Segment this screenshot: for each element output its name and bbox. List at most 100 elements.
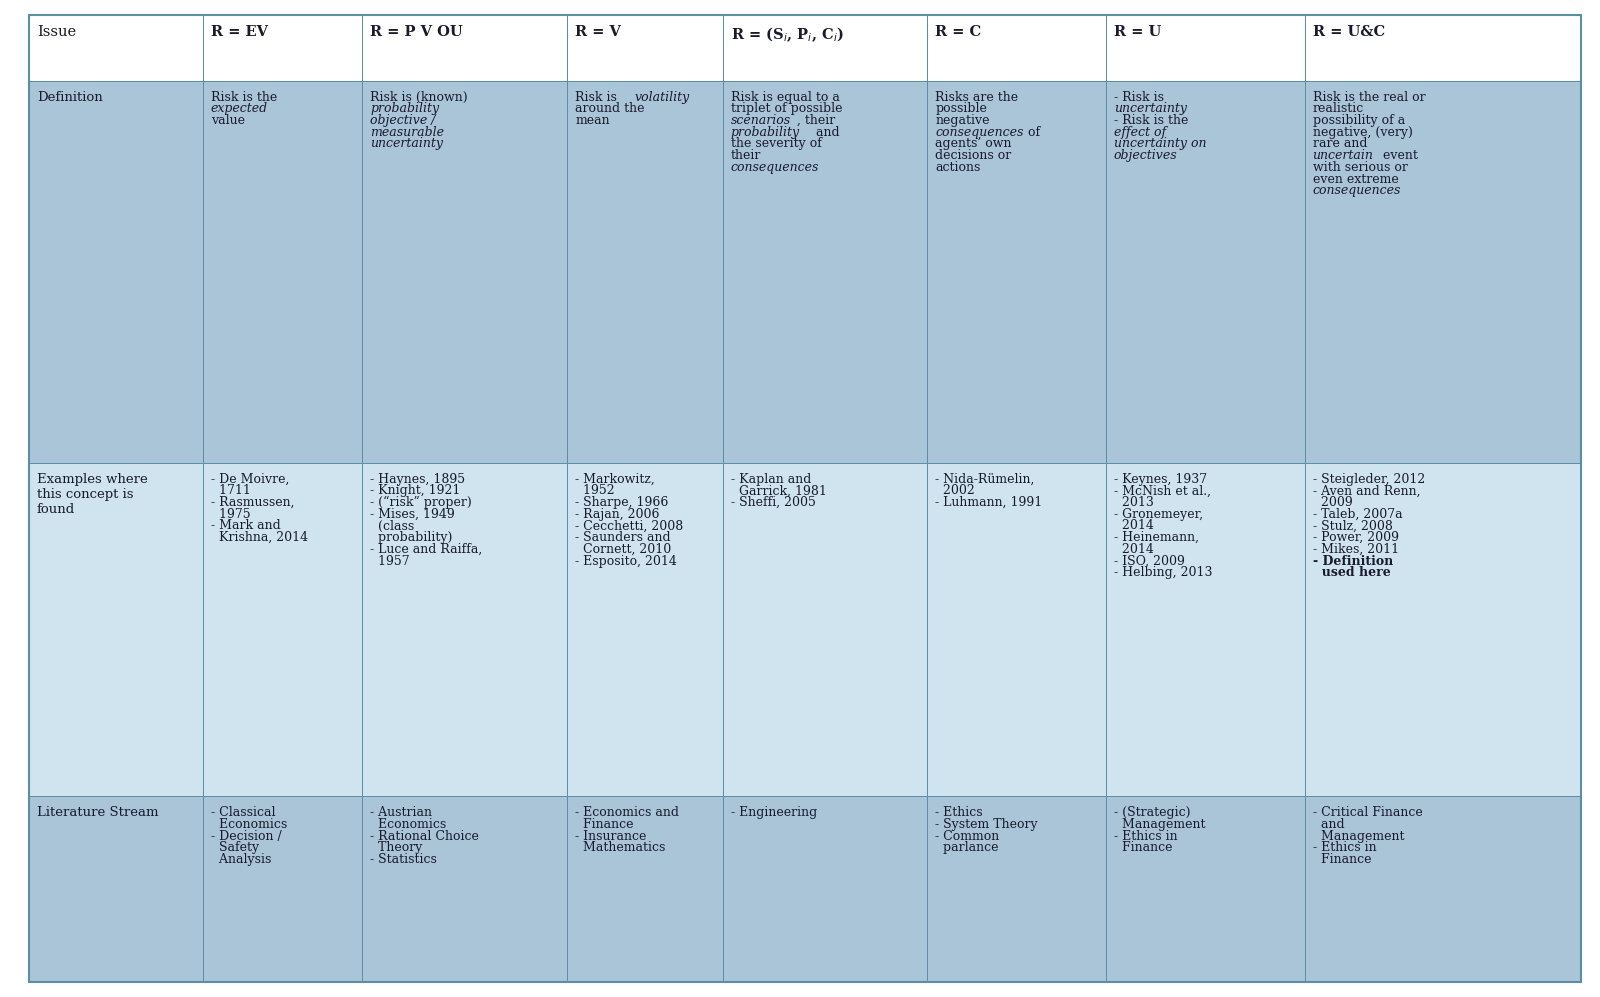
Text: their: their bbox=[731, 150, 762, 163]
Bar bbox=[928, 15, 1106, 81]
Bar bbox=[723, 15, 928, 81]
Bar bbox=[1106, 463, 1304, 797]
Text: Risk is equal to a: Risk is equal to a bbox=[731, 91, 840, 104]
Text: Economics: Economics bbox=[211, 818, 286, 831]
Text: (class: (class bbox=[371, 519, 414, 532]
Text: - Economics and: - Economics and bbox=[576, 807, 680, 820]
Text: - Keynes, 1937: - Keynes, 1937 bbox=[1114, 473, 1206, 486]
Text: Risk is (known): Risk is (known) bbox=[371, 91, 469, 104]
Text: - Knight, 1921: - Knight, 1921 bbox=[371, 485, 461, 498]
Text: R = U&C: R = U&C bbox=[1312, 25, 1384, 39]
Text: - (Strategic): - (Strategic) bbox=[1114, 807, 1190, 820]
Bar bbox=[363, 463, 568, 797]
Text: - Common: - Common bbox=[936, 830, 1000, 842]
Text: negative: negative bbox=[936, 114, 990, 127]
Text: consequences: consequences bbox=[731, 161, 819, 173]
Text: - Mark and: - Mark and bbox=[211, 519, 280, 532]
Text: objectives: objectives bbox=[1114, 150, 1178, 163]
Text: Mathematics: Mathematics bbox=[576, 841, 666, 854]
Bar bbox=[1106, 81, 1304, 463]
Text: Finance: Finance bbox=[1312, 853, 1371, 866]
Text: - Sharpe, 1966: - Sharpe, 1966 bbox=[576, 497, 669, 509]
Text: 2014: 2014 bbox=[1114, 519, 1154, 532]
Text: Cornett, 2010: Cornett, 2010 bbox=[576, 543, 672, 556]
Text: - Statistics: - Statistics bbox=[371, 853, 437, 866]
Text: - Taleb, 2007a: - Taleb, 2007a bbox=[1312, 507, 1402, 520]
Text: - Esposito, 2014: - Esposito, 2014 bbox=[576, 554, 677, 567]
Text: Economics: Economics bbox=[371, 818, 446, 831]
Text: decisions or: decisions or bbox=[936, 150, 1011, 163]
Text: value: value bbox=[211, 114, 245, 127]
Text: - Steigleder, 2012: - Steigleder, 2012 bbox=[1312, 473, 1424, 486]
Text: uncertainty: uncertainty bbox=[1114, 103, 1187, 116]
Text: 2014: 2014 bbox=[1114, 543, 1154, 556]
Bar bbox=[363, 81, 568, 463]
Bar bbox=[1106, 797, 1304, 982]
Bar bbox=[1304, 797, 1581, 982]
Text: - Definition: - Definition bbox=[1312, 554, 1392, 567]
Text: - Saunders and: - Saunders and bbox=[576, 531, 670, 544]
Text: around the: around the bbox=[576, 103, 645, 116]
Text: - De Moivre,: - De Moivre, bbox=[211, 473, 290, 486]
Text: and: and bbox=[1312, 818, 1344, 831]
Text: - Aven and Renn,: - Aven and Renn, bbox=[1312, 485, 1421, 498]
Text: 2002: 2002 bbox=[936, 485, 974, 498]
Text: agents’ own: agents’ own bbox=[936, 138, 1011, 151]
Text: event: event bbox=[1379, 150, 1418, 163]
Text: R = EV: R = EV bbox=[211, 25, 267, 39]
Text: - Cecchetti, 2008: - Cecchetti, 2008 bbox=[576, 519, 683, 532]
Text: and: and bbox=[811, 126, 838, 139]
Text: , their: , their bbox=[797, 114, 835, 127]
Text: the severity of: the severity of bbox=[731, 138, 821, 151]
Bar bbox=[928, 81, 1106, 463]
Bar bbox=[203, 797, 363, 982]
Text: Finance: Finance bbox=[1114, 841, 1173, 854]
Text: rare and: rare and bbox=[1312, 138, 1366, 151]
Bar bbox=[568, 797, 723, 982]
Text: realistic: realistic bbox=[1312, 103, 1363, 116]
Text: R = (S$_i$, P$_i$, C$_i$): R = (S$_i$, P$_i$, C$_i$) bbox=[731, 25, 843, 44]
Bar bbox=[29, 15, 203, 81]
Text: - Rajan, 2006: - Rajan, 2006 bbox=[576, 507, 659, 520]
Bar bbox=[1106, 15, 1304, 81]
Text: Risk is the: Risk is the bbox=[211, 91, 277, 104]
Text: possibility of a: possibility of a bbox=[1312, 114, 1405, 127]
Text: parlance: parlance bbox=[936, 841, 998, 854]
Text: effect of: effect of bbox=[1114, 126, 1166, 139]
Text: 1975: 1975 bbox=[211, 507, 250, 520]
Text: Issue: Issue bbox=[37, 25, 75, 39]
Text: 1957: 1957 bbox=[371, 554, 410, 567]
Text: with serious or: with serious or bbox=[1312, 161, 1408, 173]
Bar bbox=[29, 463, 203, 797]
Text: probability: probability bbox=[371, 103, 440, 116]
Text: - Rasmussen,: - Rasmussen, bbox=[211, 497, 294, 509]
Text: Risks are the: Risks are the bbox=[936, 91, 1019, 104]
Text: R = C: R = C bbox=[936, 25, 981, 39]
Text: uncertainty: uncertainty bbox=[371, 138, 443, 151]
Text: 2009: 2009 bbox=[1312, 497, 1352, 509]
Text: actions: actions bbox=[936, 161, 981, 173]
Text: - Helbing, 2013: - Helbing, 2013 bbox=[1114, 566, 1213, 579]
Text: - (“risk” proper): - (“risk” proper) bbox=[371, 497, 472, 509]
Text: - Rational Choice: - Rational Choice bbox=[371, 830, 480, 842]
Text: Garrick, 1981: Garrick, 1981 bbox=[731, 485, 827, 498]
Bar bbox=[203, 81, 363, 463]
Text: probability): probability) bbox=[371, 531, 453, 544]
Text: - Gronemeyer,: - Gronemeyer, bbox=[1114, 507, 1203, 520]
Text: triplet of possible: triplet of possible bbox=[731, 103, 842, 116]
Text: Risk is: Risk is bbox=[576, 91, 621, 104]
Text: Definition: Definition bbox=[37, 91, 102, 104]
Text: - Power, 2009: - Power, 2009 bbox=[1312, 531, 1398, 544]
Bar bbox=[29, 797, 203, 982]
Text: Analysis: Analysis bbox=[211, 853, 270, 866]
Text: Literature Stream: Literature Stream bbox=[37, 807, 158, 820]
Bar bbox=[1304, 463, 1581, 797]
Text: R = P V OU: R = P V OU bbox=[371, 25, 462, 39]
Bar bbox=[1304, 81, 1581, 463]
Bar bbox=[928, 463, 1106, 797]
Text: Risk is the real or: Risk is the real or bbox=[1312, 91, 1426, 104]
Text: Krishna, 2014: Krishna, 2014 bbox=[211, 531, 307, 544]
Text: - Haynes, 1895: - Haynes, 1895 bbox=[371, 473, 466, 486]
Bar bbox=[928, 797, 1106, 982]
Bar bbox=[568, 463, 723, 797]
